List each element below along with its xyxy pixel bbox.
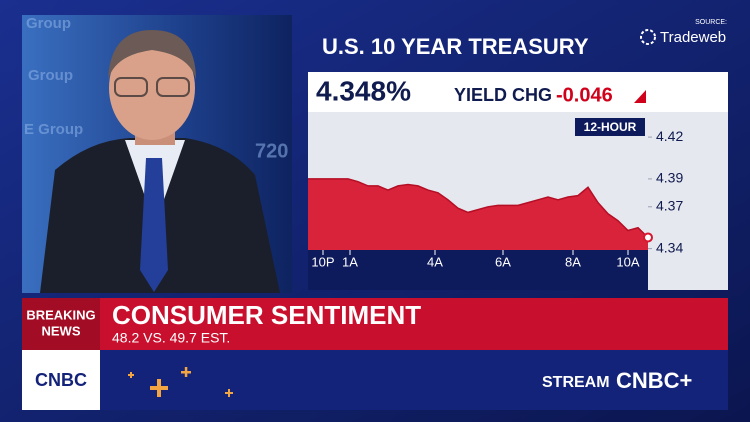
banner-tag [22, 298, 100, 350]
source-name: Tradeweb [660, 29, 726, 46]
source-label: SOURCE: [695, 19, 727, 26]
end-marker [643, 232, 653, 243]
footer [22, 350, 728, 410]
backdrop-text: Group [28, 67, 73, 84]
logo: CNBC [35, 370, 87, 390]
x-tick-label: 1A [342, 254, 358, 269]
logo-box [22, 350, 100, 410]
x-axis-band [308, 250, 648, 290]
x-tick-label: 10P [311, 254, 334, 269]
price: 4.348% [316, 75, 411, 106]
y-axis-panel [648, 250, 728, 290]
backdrop-text: 720 [255, 140, 288, 162]
backdrop-text: Group [26, 15, 71, 32]
banner-tag-line: BREAKING [26, 307, 95, 322]
subline: 48.2 VS. 49.7 EST. [112, 330, 230, 346]
x-tick-label: 10A [616, 254, 639, 269]
x-tick-label: 6A [495, 254, 511, 269]
headline: CONSUMER SENTIMENT [112, 300, 421, 330]
y-tick-label: 4.34 [656, 239, 683, 255]
source-icon [640, 29, 656, 45]
chart: 4.42 4.39 4.37 4.34 10P 1A 4A 6A 8A 10A [308, 128, 683, 269]
y-tick-label: 4.42 [656, 128, 683, 144]
y-tick-label: 4.37 [656, 197, 683, 213]
period-box [575, 118, 645, 136]
y-tick-label: 4.39 [656, 170, 683, 186]
hair [108, 30, 196, 80]
tie [140, 158, 168, 292]
stream-label: STREAM [542, 374, 610, 391]
quote-box [308, 72, 728, 112]
backdrop-text: E Group [24, 121, 83, 138]
banner-tag-line: NEWS [42, 323, 81, 338]
x-tick-label: 8A [565, 254, 581, 269]
banner [22, 298, 728, 350]
chart-title: U.S. 10 YEAR TREASURY [322, 34, 589, 59]
area [308, 178, 648, 250]
anchor-figure [40, 30, 280, 293]
decor-plus [128, 367, 233, 397]
down-arrow [634, 90, 646, 103]
glasses [114, 77, 148, 97]
stream-brand: CNBC+ [616, 368, 692, 393]
x-tick-label: 4A [427, 254, 443, 269]
glasses [156, 77, 190, 97]
line [308, 178, 649, 239]
period-label: 12-HOUR [584, 120, 637, 134]
change-value: -0.046 [556, 84, 613, 106]
studio-backdrop: Group Group E Group 720 [24, 15, 288, 162]
face [109, 36, 195, 140]
change-label: YIELD CHG [454, 85, 552, 105]
